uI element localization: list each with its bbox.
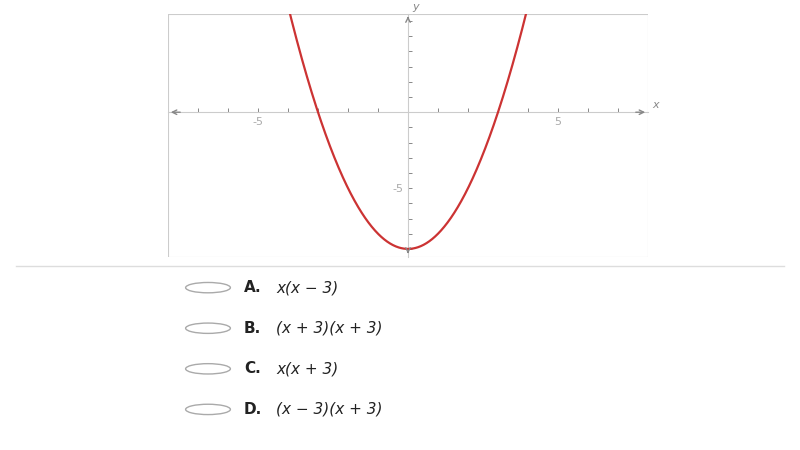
Text: x: x <box>653 100 659 110</box>
Text: x(x − 3): x(x − 3) <box>276 280 338 295</box>
Text: (x + 3)(x + 3): (x + 3)(x + 3) <box>276 321 382 336</box>
Text: A.: A. <box>244 280 262 295</box>
Text: (x − 3)(x + 3): (x − 3)(x + 3) <box>276 402 382 417</box>
Text: C.: C. <box>244 361 261 376</box>
Text: D.: D. <box>244 402 262 417</box>
Text: x(x + 3): x(x + 3) <box>276 361 338 376</box>
Text: y: y <box>413 2 419 12</box>
Text: B.: B. <box>244 321 262 336</box>
